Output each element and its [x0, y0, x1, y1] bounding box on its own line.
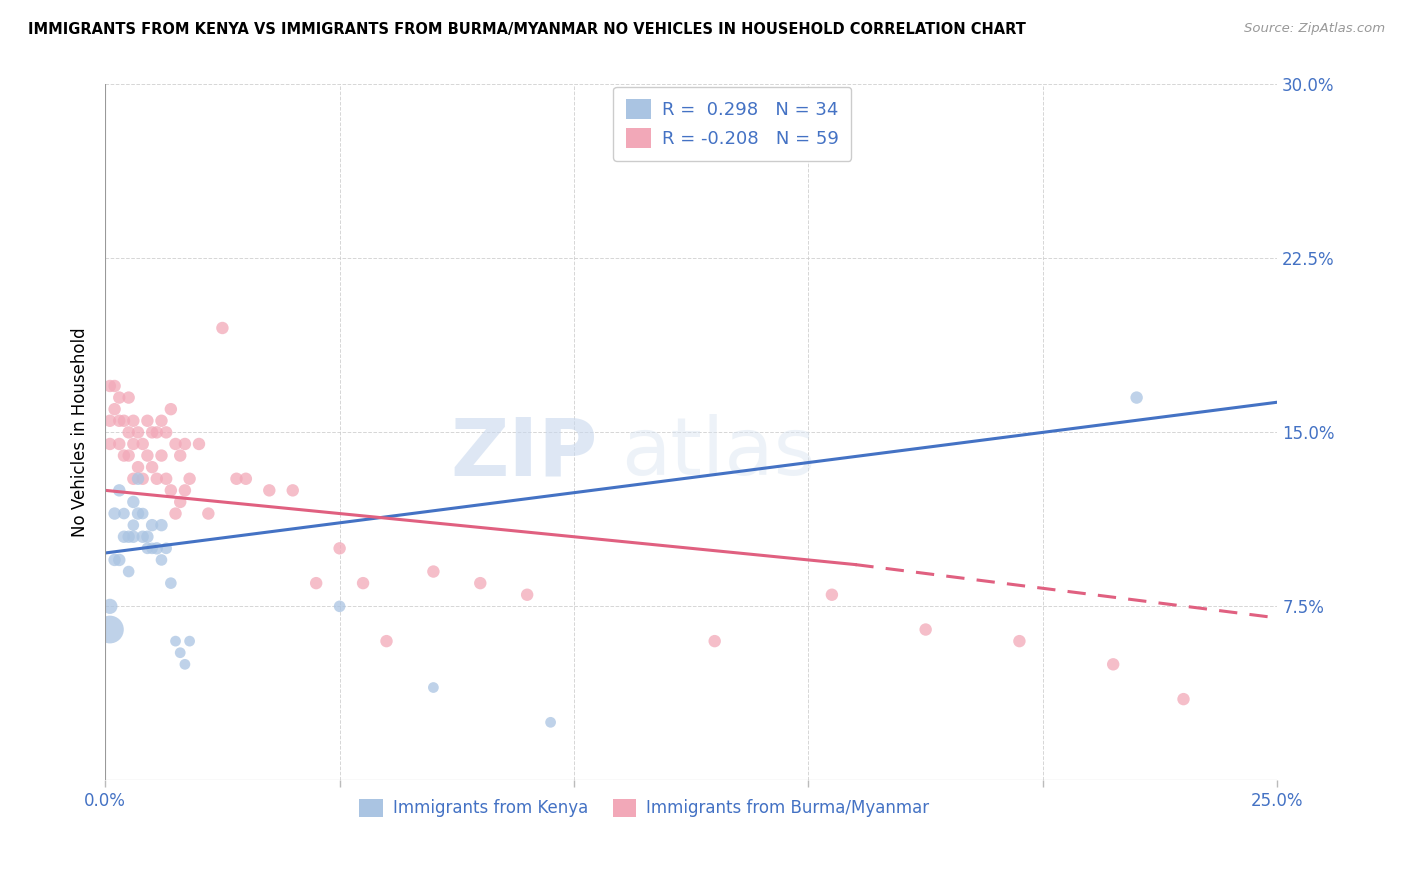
- Point: [703, 634, 725, 648]
- Point: [103, 402, 125, 417]
- Point: [169, 449, 191, 463]
- Point: [103, 553, 125, 567]
- Point: [127, 507, 149, 521]
- Point: [118, 425, 141, 440]
- Point: [329, 541, 352, 556]
- Point: [141, 518, 163, 533]
- Point: [1008, 634, 1031, 648]
- Point: [821, 588, 844, 602]
- Point: [155, 472, 177, 486]
- Legend: Immigrants from Kenya, Immigrants from Burma/Myanmar: Immigrants from Kenya, Immigrants from B…: [353, 792, 936, 824]
- Point: [112, 530, 135, 544]
- Point: [169, 646, 191, 660]
- Point: [281, 483, 304, 498]
- Point: [155, 541, 177, 556]
- Point: [98, 437, 121, 451]
- Point: [136, 530, 159, 544]
- Point: [1125, 391, 1147, 405]
- Text: IMMIGRANTS FROM KENYA VS IMMIGRANTS FROM BURMA/MYANMAR NO VEHICLES IN HOUSEHOLD : IMMIGRANTS FROM KENYA VS IMMIGRANTS FROM…: [28, 22, 1026, 37]
- Point: [108, 414, 131, 428]
- Point: [305, 576, 328, 591]
- Point: [118, 449, 141, 463]
- Point: [165, 634, 187, 648]
- Point: [112, 507, 135, 521]
- Point: [165, 437, 187, 451]
- Point: [197, 507, 219, 521]
- Point: [108, 437, 131, 451]
- Point: [132, 437, 155, 451]
- Point: [112, 449, 135, 463]
- Text: Source: ZipAtlas.com: Source: ZipAtlas.com: [1244, 22, 1385, 36]
- Point: [375, 634, 398, 648]
- Point: [98, 379, 121, 393]
- Point: [108, 391, 131, 405]
- Point: [132, 507, 155, 521]
- Point: [118, 391, 141, 405]
- Point: [141, 541, 163, 556]
- Point: [141, 425, 163, 440]
- Point: [150, 414, 173, 428]
- Point: [122, 530, 145, 544]
- Y-axis label: No Vehicles in Household: No Vehicles in Household: [72, 327, 89, 537]
- Point: [136, 414, 159, 428]
- Text: atlas: atlas: [621, 414, 815, 492]
- Point: [422, 681, 444, 695]
- Point: [122, 437, 145, 451]
- Point: [98, 414, 121, 428]
- Point: [1173, 692, 1195, 706]
- Point: [118, 530, 141, 544]
- Point: [103, 379, 125, 393]
- Point: [146, 541, 169, 556]
- Point: [179, 472, 201, 486]
- Point: [174, 657, 197, 672]
- Point: [127, 460, 149, 475]
- Point: [155, 425, 177, 440]
- Point: [136, 449, 159, 463]
- Point: [516, 588, 538, 602]
- Point: [174, 483, 197, 498]
- Point: [98, 599, 121, 614]
- Point: [122, 518, 145, 533]
- Point: [108, 553, 131, 567]
- Point: [132, 530, 155, 544]
- Point: [136, 541, 159, 556]
- Point: [211, 321, 233, 335]
- Point: [165, 507, 187, 521]
- Point: [174, 437, 197, 451]
- Point: [132, 472, 155, 486]
- Point: [470, 576, 492, 591]
- Point: [146, 472, 169, 486]
- Point: [141, 460, 163, 475]
- Point: [122, 495, 145, 509]
- Point: [127, 425, 149, 440]
- Point: [122, 414, 145, 428]
- Point: [235, 472, 257, 486]
- Point: [118, 565, 141, 579]
- Point: [169, 495, 191, 509]
- Point: [150, 518, 173, 533]
- Point: [103, 507, 125, 521]
- Point: [225, 472, 247, 486]
- Point: [329, 599, 352, 614]
- Point: [122, 472, 145, 486]
- Text: ZIP: ZIP: [450, 414, 598, 492]
- Point: [150, 449, 173, 463]
- Point: [150, 553, 173, 567]
- Point: [259, 483, 281, 498]
- Point: [352, 576, 374, 591]
- Point: [540, 715, 562, 730]
- Point: [160, 576, 183, 591]
- Point: [160, 483, 183, 498]
- Point: [127, 472, 149, 486]
- Point: [98, 623, 121, 637]
- Point: [112, 414, 135, 428]
- Point: [914, 623, 936, 637]
- Point: [160, 402, 183, 417]
- Point: [422, 565, 444, 579]
- Point: [1102, 657, 1125, 672]
- Point: [146, 425, 169, 440]
- Point: [179, 634, 201, 648]
- Point: [188, 437, 211, 451]
- Point: [108, 483, 131, 498]
